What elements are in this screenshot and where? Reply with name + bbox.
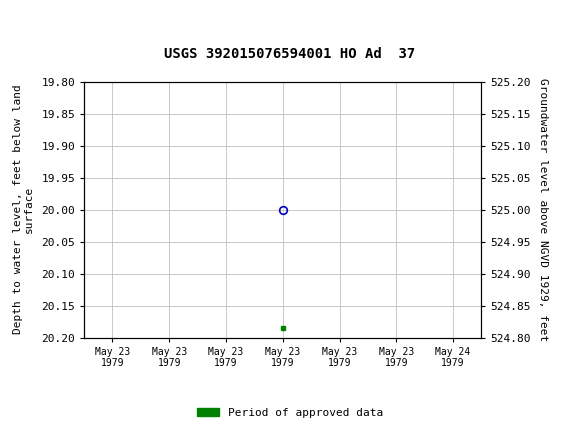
Legend: Period of approved data: Period of approved data — [193, 403, 387, 422]
Y-axis label: Groundwater level above NGVD 1929, feet: Groundwater level above NGVD 1929, feet — [538, 78, 548, 341]
Text: ╳USGS: ╳USGS — [14, 10, 69, 31]
Text: USGS 392015076594001 HO Ad  37: USGS 392015076594001 HO Ad 37 — [164, 47, 416, 61]
Y-axis label: Depth to water level, feet below land
surface: Depth to water level, feet below land su… — [13, 85, 34, 335]
